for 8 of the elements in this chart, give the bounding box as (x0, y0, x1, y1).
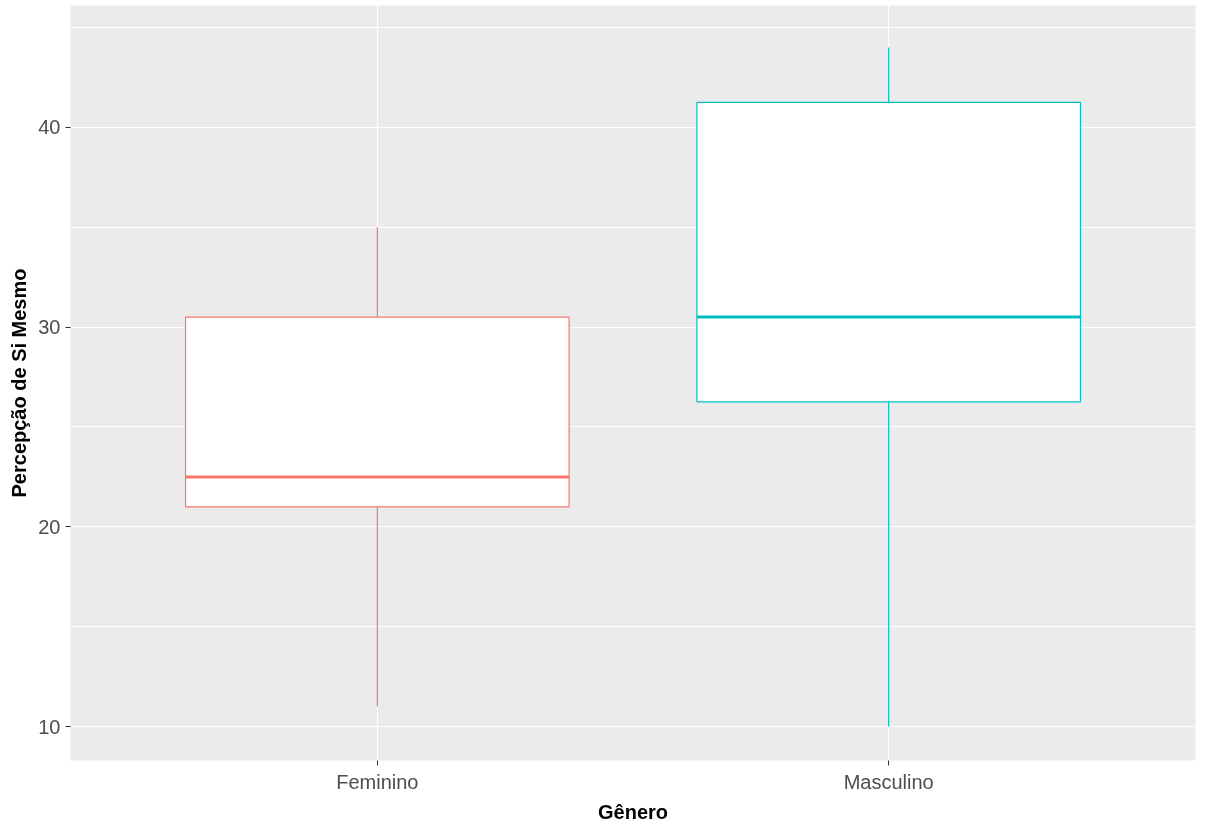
y-tick-label: 10 (38, 715, 61, 738)
y-axis-title: Percepção de Si Mesmo (8, 268, 31, 498)
y-tick-label: 30 (38, 316, 61, 339)
y-tick-label: 40 (38, 116, 61, 139)
x-tick-label: Feminino (336, 770, 419, 793)
x-axis-title: Gênero (597, 800, 669, 823)
x-tick-label: Masculino (843, 770, 934, 793)
y-tick-label: 20 (38, 515, 61, 538)
